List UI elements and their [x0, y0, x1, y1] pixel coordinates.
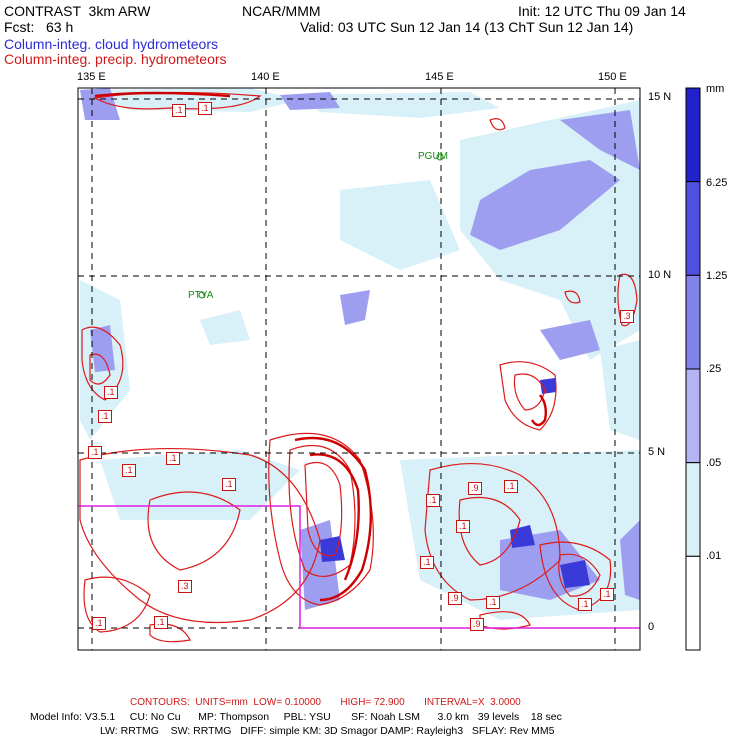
contour-label: .1: [486, 596, 500, 609]
lon-label: 150 E: [598, 71, 627, 83]
contour-label: .1: [122, 464, 136, 477]
contour-label: .3: [178, 580, 192, 593]
station-markers: [198, 153, 444, 299]
center-label: NCAR/MMM: [242, 3, 321, 19]
contour-label: .1: [88, 446, 102, 459]
contour-label: .1: [600, 588, 614, 601]
contour-label: .1: [154, 616, 168, 629]
lat-label: 10 N: [648, 269, 672, 281]
lon-label: 135 E: [77, 71, 106, 83]
contour-label: .1: [504, 480, 518, 493]
contour-label: .1: [98, 410, 112, 423]
legend-swatch: [685, 555, 701, 651]
contour-label: .1: [166, 452, 180, 465]
model-info-physics: LW: RRTMG SW: RRTMG DIFF: simple KM: 3D …: [100, 725, 555, 737]
station-label-ptya: PTYA: [188, 290, 214, 301]
legend-level: 1.25: [706, 270, 728, 282]
station-label-pgum: PGUM: [418, 151, 448, 162]
legend-swatch: [685, 274, 701, 370]
legend-level: .05: [706, 457, 722, 469]
color-legend: [685, 87, 701, 651]
lat-label: 0: [648, 621, 655, 633]
contour-label: .1: [578, 598, 592, 611]
field-cloud-label: Column-integ. cloud hydrometeors: [4, 36, 218, 52]
lon-label: 140 E: [251, 71, 280, 83]
legend-swatch: [685, 181, 701, 276]
contour-label: .9: [470, 618, 484, 631]
contour-label: .1: [222, 478, 236, 491]
contour-label: .1: [92, 617, 106, 630]
precip-contours-dense: [94, 91, 548, 602]
field-precip-label: Column-integ. precip. hydrometeors: [4, 51, 227, 67]
legend-swatch: [685, 368, 701, 464]
cloud-field-medium: [80, 88, 640, 610]
contour-label: .1: [420, 556, 434, 569]
forecast-hour: Fcst: 63 h: [4, 19, 74, 35]
contour-info: CONTOURS: UNITS=mm LOW= 0.10000 HIGH= 72…: [130, 697, 521, 708]
map-frame: [77, 87, 641, 651]
model-title: CONTRAST 3km ARW: [4, 3, 151, 19]
legend-level: .25: [706, 363, 722, 375]
contour-label: .1: [456, 520, 470, 533]
lon-label: 145 E: [425, 71, 454, 83]
legend-unit: mm: [706, 83, 725, 95]
contour-label: .1: [172, 104, 186, 117]
contour-label: .3: [620, 310, 634, 323]
contour-label: .1: [198, 102, 212, 115]
contour-label: .1: [426, 494, 440, 507]
contour-label: .9: [468, 482, 482, 495]
contour-label: .9: [448, 592, 462, 605]
valid-time: Valid: 03 UTC Sun 12 Jan 14 (13 ChT Sun …: [300, 19, 634, 35]
contour-label: .1: [104, 386, 118, 399]
lat-label: 15 N: [648, 91, 672, 103]
legend-level: 6.25: [706, 177, 728, 189]
model-info: Model Info: V3.5.1 CU: No Cu MP: Thompso…: [30, 711, 562, 723]
lat-label: 5 N: [648, 446, 666, 458]
legend-swatch: [685, 462, 701, 557]
legend-swatch: [685, 87, 701, 183]
legend-level: .01: [706, 550, 722, 562]
init-time: Init: 12 UTC Thu 09 Jan 14: [518, 3, 686, 19]
